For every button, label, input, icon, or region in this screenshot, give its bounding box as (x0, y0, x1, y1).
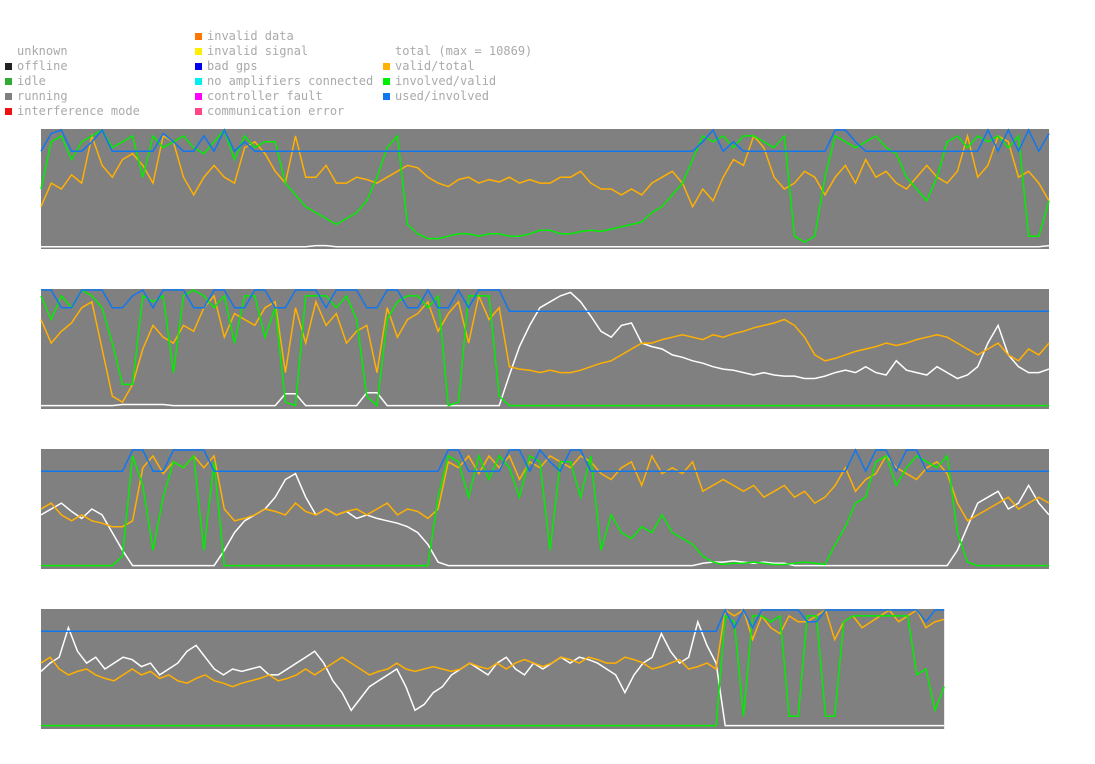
legend-swatch (195, 63, 202, 70)
chart-panel (40, 128, 1050, 249)
legend-label: offline (17, 59, 68, 73)
legend-column-series: total (max = 10869) valid/total involved/v… (382, 44, 532, 104)
legend-label: no amplifiers connected (207, 74, 374, 88)
series-line-valid (40, 132, 1050, 209)
series-line-total (40, 472, 1050, 567)
series-line-involved (40, 128, 1050, 243)
legend-swatch (5, 108, 12, 115)
legend-column-errors: invalid data invalid signal bad gps no ampl… (194, 29, 373, 119)
legend-swatch (5, 78, 12, 85)
legend-swatch (383, 93, 390, 100)
legend-item: idle (4, 74, 140, 89)
legend-swatch (383, 63, 390, 70)
legend-swatch (195, 93, 202, 100)
legend-label: idle (17, 74, 46, 88)
legend-label: invalid signal (207, 44, 309, 58)
legend-swatch (383, 78, 390, 85)
series-line-used (40, 128, 1050, 153)
legend-label: valid/total (395, 59, 475, 73)
legend-swatch (195, 78, 202, 85)
series-line-total (41, 291, 1050, 407)
legend-item: bad gps (194, 59, 373, 74)
legend-swatch (5, 93, 12, 100)
chart-panel (40, 608, 945, 729)
legend-item: offline (4, 59, 140, 74)
legend-column-status: unknown offline idle running interference mo… (4, 44, 140, 119)
series-line-involved (41, 614, 945, 727)
legend-label: communication error (207, 104, 345, 118)
legend-label: interference mode (17, 104, 140, 118)
chart-panel (40, 448, 1050, 569)
legend-item: controller fault (194, 89, 373, 104)
legend-swatch (195, 48, 202, 55)
legend: unknown offline idle running interference mo… (0, 0, 1095, 125)
legend-item: communication error (194, 104, 373, 119)
legend-label: invalid data (207, 29, 294, 43)
legend-swatch (195, 108, 202, 115)
legend-label: involved/valid (395, 74, 497, 88)
chart-panel (40, 288, 1050, 409)
legend-item: total (max = 10869) (382, 44, 532, 59)
legend-label: running (17, 89, 68, 103)
legend-item: involved/valid (382, 74, 532, 89)
series-line-valid (40, 608, 945, 688)
series-line-used (41, 288, 1049, 312)
legend-label: controller fault (207, 89, 323, 103)
series-line-total (41, 244, 1050, 248)
chart-panel-background (41, 289, 1049, 409)
legend-label: unknown (17, 44, 68, 58)
series-line-involved (40, 288, 1049, 408)
legend-swatch (195, 33, 202, 40)
series-line-involved (41, 453, 1049, 567)
legend-swatch (5, 63, 12, 70)
legend-item: invalid signal (194, 44, 373, 59)
legend-item: no amplifiers connected (194, 74, 373, 89)
chart-panel-background (41, 129, 1049, 249)
legend-item: invalid data (194, 29, 373, 44)
legend-label: used/involved (395, 89, 489, 103)
legend-item: used/involved (382, 89, 532, 104)
legend-item: valid/total (382, 59, 532, 74)
series-line-used (41, 448, 1049, 473)
legend-item: interference mode (4, 104, 140, 119)
legend-item: running (4, 89, 140, 104)
series-line-used (41, 608, 945, 632)
legend-label: total (max = 10869) (395, 44, 533, 58)
legend-item: unknown (4, 44, 140, 59)
legend-label: bad gps (207, 59, 258, 73)
series-line-total (40, 619, 945, 727)
